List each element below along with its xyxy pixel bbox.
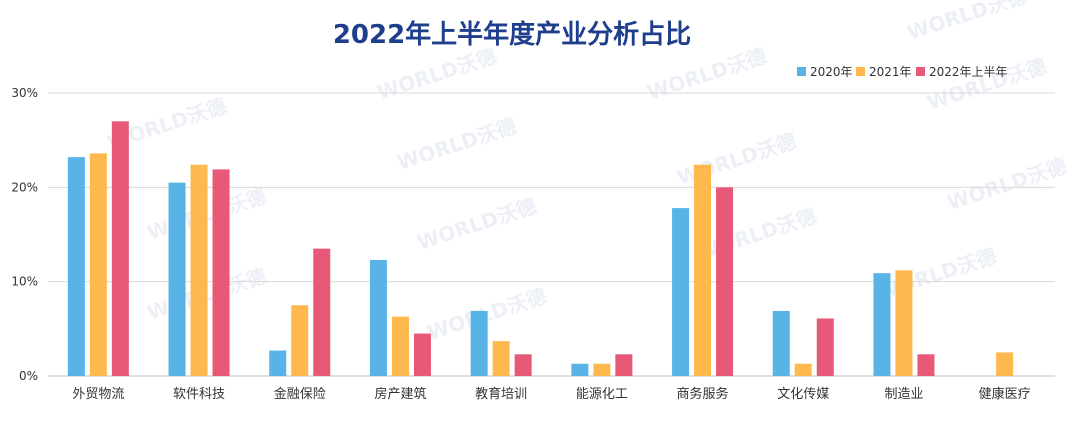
bar-1-1[interactable] (67, 157, 85, 376)
legend-swatch (856, 67, 865, 76)
bar-1-3[interactable] (269, 350, 287, 376)
legend-label: 2020年 (810, 65, 853, 79)
category-label: 外贸物流 (72, 387, 124, 402)
bar-2-10[interactable] (996, 352, 1014, 376)
y-tick-label: 0% (19, 369, 38, 383)
y-axis-ticks: 0% 10% 20% 30% (11, 86, 38, 383)
bar-1-4[interactable] (369, 259, 387, 376)
watermark-text: WORLD沃德 (874, 244, 999, 305)
y-tick-label: 30% (11, 86, 38, 100)
watermark-text: WORLD沃德 (374, 44, 499, 105)
bar-3-1[interactable] (111, 121, 129, 376)
bar-3-8[interactable] (816, 318, 834, 376)
legend[interactable]: 2020年 2021年 2022年上半年 (797, 65, 1008, 79)
legend-swatch (916, 67, 925, 76)
category-label: 软件科技 (173, 387, 225, 402)
bars (67, 121, 1014, 376)
chart-title: 2022年上半年度产业分析占比 (333, 19, 691, 50)
bar-1-2[interactable] (168, 182, 186, 376)
bar-2-1[interactable] (89, 153, 107, 376)
watermark-text: WORLD沃德 (904, 0, 1029, 45)
category-label: 能源化工 (576, 387, 628, 402)
legend-item[interactable]: 2021年 (856, 65, 912, 79)
bar-2-4[interactable] (391, 316, 409, 376)
watermark-text: WORLD沃德 (674, 129, 799, 190)
watermark-text: WORLD沃德 (944, 154, 1069, 215)
watermark-layer: WORLD沃德 WORLD沃德 WORLD沃德 WORLD沃德 WORLD沃德 WORLD… (104, 0, 1069, 345)
watermark-text: WORLD沃德 (414, 194, 539, 255)
legend-swatch (797, 67, 806, 76)
bar-1-8[interactable] (772, 310, 790, 376)
bar-2-6[interactable] (593, 363, 611, 376)
x-axis-categories: 外贸物流 软件科技 金融保险 房产建筑 教育培训 能源化工 商务服务 文化传媒 制造业 健康医疗 (72, 386, 1030, 402)
bar-2-5[interactable] (492, 341, 510, 376)
watermark-text: WORLD沃德 (394, 114, 519, 175)
bar-2-2[interactable] (190, 164, 208, 376)
bar-3-3[interactable] (313, 248, 331, 376)
category-label: 文化传媒 (777, 387, 829, 402)
watermark-text: WORLD沃德 (694, 204, 819, 265)
category-label: 金融保险 (274, 386, 326, 402)
bar-2-9[interactable] (895, 270, 913, 376)
category-label: 教育培训 (475, 386, 527, 402)
bar-1-5[interactable] (470, 310, 488, 376)
watermark-text: WORLD沃德 (644, 44, 769, 105)
bar-3-7[interactable] (716, 187, 734, 376)
bar-3-5[interactable] (514, 354, 532, 376)
bar-2-8[interactable] (794, 363, 812, 376)
bar-1-7[interactable] (672, 208, 690, 376)
legend-label: 2022年上半年 (929, 65, 1008, 79)
legend-label: 2021年 (869, 65, 912, 79)
y-tick-label: 20% (11, 180, 38, 194)
category-label: 制造业 (884, 387, 923, 402)
category-label: 房产建筑 (374, 386, 426, 402)
legend-item[interactable]: 2022年上半年 (916, 65, 1008, 79)
bar-3-6[interactable] (615, 354, 633, 376)
bar-3-2[interactable] (212, 169, 230, 376)
y-tick-label: 10% (11, 275, 38, 289)
category-label: 健康医疗 (979, 386, 1031, 402)
bar-2-7[interactable] (694, 164, 712, 376)
watermark-text: WORLD沃德 (924, 54, 1049, 115)
bar-3-4[interactable] (413, 333, 431, 376)
category-label: 商务服务 (677, 386, 729, 402)
bar-1-9[interactable] (873, 273, 891, 376)
legend-item[interactable]: 2020年 (797, 65, 853, 79)
bar-2-3[interactable] (291, 305, 309, 376)
bar-1-6[interactable] (571, 363, 589, 376)
bar-3-9[interactable] (917, 354, 935, 376)
